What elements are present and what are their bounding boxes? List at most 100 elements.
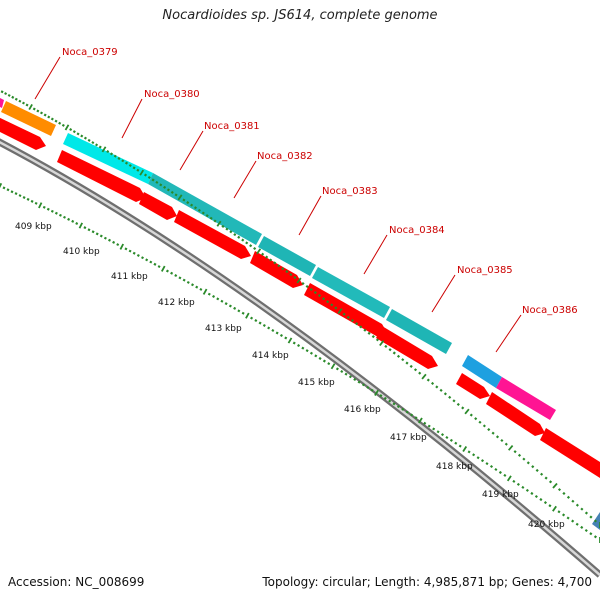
outer-minor-tick	[25, 103, 29, 107]
kbp-scale-minor-tick	[149, 260, 153, 264]
gene-label-leaders	[34, 56, 522, 353]
outer-minor-tick	[186, 201, 190, 205]
outer-minor-tick	[513, 450, 517, 454]
gene-label-noca-0386[interactable]: Noca_0386	[522, 305, 578, 316]
outer-minor-tick	[7, 93, 11, 97]
outer-minor-tick	[95, 143, 99, 147]
kbp-scale-minor-tick	[548, 504, 552, 508]
cds-arrow-0381	[139, 192, 177, 220]
kbp-scale-minor-tick	[165, 269, 169, 273]
outer-minor-tick	[371, 335, 375, 339]
outer-minor-tick	[136, 168, 140, 172]
kbp-scale-minor-tick	[108, 238, 111, 242]
kbp-scale-minor-tick	[67, 217, 71, 221]
kbp-scale-minor-tick	[401, 407, 405, 411]
gene-label-noca-0381[interactable]: Noca_0381	[204, 121, 260, 132]
outer-minor-tick	[571, 499, 575, 503]
kbp-scale-minor-tick	[366, 385, 370, 390]
outer-minor-tick	[72, 130, 76, 134]
kbp-scale-major-tick	[506, 475, 512, 482]
kbp-scale-minor-tick	[566, 516, 570, 520]
outer-minor-tick	[225, 227, 229, 231]
outer-minor-tick	[355, 322, 359, 326]
outer-minor-tick	[0, 90, 4, 94]
outer-minor-tick	[535, 468, 539, 472]
outer-minor-tick	[326, 300, 330, 304]
kbp-scale-minor-tick	[91, 230, 95, 234]
outer-minor-tick	[456, 402, 460, 406]
outer-minor-tick	[249, 244, 253, 248]
outer-minor-tick	[443, 392, 447, 396]
kbp-scale-minor-tick	[445, 435, 449, 440]
outer-minor-tick	[375, 338, 379, 342]
kbp-scale-minor-tick	[405, 410, 409, 414]
kbp-scale-major-tick	[245, 312, 250, 319]
kbp-scale-minor-tick	[575, 522, 579, 526]
outer-minor-tick	[18, 99, 22, 103]
kbp-scale-minor-tick	[580, 525, 584, 529]
kbp-scale-minor-tick	[485, 462, 489, 466]
kbp-scale-major-tick	[119, 243, 124, 250]
cds-arrow-0379	[0, 117, 46, 150]
kbp-scale-minor-tick	[414, 416, 418, 420]
kbp-scale-minor-tick	[530, 491, 534, 495]
kbp-scale-minor-tick	[95, 232, 99, 236]
kbp-scale-minor-tick	[174, 274, 178, 278]
gene-label-noca-0384[interactable]: Noca_0384	[389, 225, 445, 236]
kbp-scale-minor-tick	[543, 501, 547, 505]
leader-noca-0385	[431, 274, 456, 313]
kbp-label-414: 414 kbp	[252, 351, 289, 361]
kbp-scale-minor-tick	[297, 344, 301, 348]
outer-minor-tick	[388, 348, 392, 352]
gene-label-noca-0383[interactable]: Noca_0383	[322, 186, 378, 197]
kbp-scale-major-tick	[38, 202, 43, 209]
kbp-scale-minor-tick	[124, 247, 128, 251]
kbp-scale-minor-tick	[6, 188, 10, 192]
kbp-scale-major-tick	[552, 505, 557, 512]
kbp-scale-minor-tick	[480, 459, 485, 463]
outer-minor-tick	[589, 515, 593, 519]
genome-backbone-highlight	[0, 140, 600, 576]
kbp-scale-minor-tick	[30, 199, 34, 203]
kbp-scale-minor-tick	[271, 328, 275, 332]
outer-minor-tick	[245, 241, 249, 245]
outer-minor-tick	[544, 476, 548, 480]
outer-minor-tick	[363, 328, 367, 332]
kbp-label-412: 412 kbp	[158, 298, 195, 308]
outer-minor-tick	[221, 224, 225, 228]
kbp-scale-minor-tick	[379, 394, 383, 398]
outer-major-tick	[256, 248, 262, 255]
kbp-label-415: 415 kbp	[298, 378, 335, 388]
outer-minor-tick	[98, 145, 102, 149]
outer-minor-tick	[566, 495, 571, 499]
gene-label-noca-0382[interactable]: Noca_0382	[257, 151, 313, 162]
outer-minor-tick	[562, 491, 566, 496]
outer-minor-tick	[448, 395, 452, 399]
kbp-scale-minor-tick	[83, 226, 87, 230]
kbp-scale-minor-tick	[145, 258, 149, 262]
kbp-scale-minor-tick	[392, 402, 396, 406]
outer-major-tick	[101, 146, 107, 153]
kbp-scale-minor-tick	[589, 532, 593, 536]
outer-minor-tick	[265, 255, 269, 259]
kbp-scale-minor-tick	[557, 510, 561, 514]
outer-minor-tick	[461, 406, 465, 410]
gene-label-noca-0380[interactable]: Noca_0380	[144, 89, 200, 100]
gene-label-noca-0385[interactable]: Noca_0385	[457, 265, 513, 276]
outer-minor-tick	[163, 185, 167, 189]
kbp-scale-minor-tick	[279, 333, 283, 337]
outer-minor-tick	[43, 113, 47, 117]
leader-noca-0379	[34, 56, 61, 100]
kbp-scale-minor-tick	[489, 464, 494, 469]
kbp-scale-minor-tick	[344, 372, 348, 376]
kbp-scale-minor-tick	[370, 388, 374, 392]
outer-minor-tick	[548, 480, 553, 484]
outer-minor-tick	[76, 132, 80, 136]
kbp-scale-minor-tick	[220, 299, 224, 303]
outer-minor-tick	[106, 150, 110, 154]
kbp-scale-minor-tick	[87, 228, 91, 232]
outer-minor-tick	[273, 261, 277, 265]
outer-minor-tick	[540, 472, 544, 476]
gene-label-noca-0379[interactable]: Noca_0379	[62, 47, 118, 58]
outer-minor-tick	[61, 123, 65, 127]
